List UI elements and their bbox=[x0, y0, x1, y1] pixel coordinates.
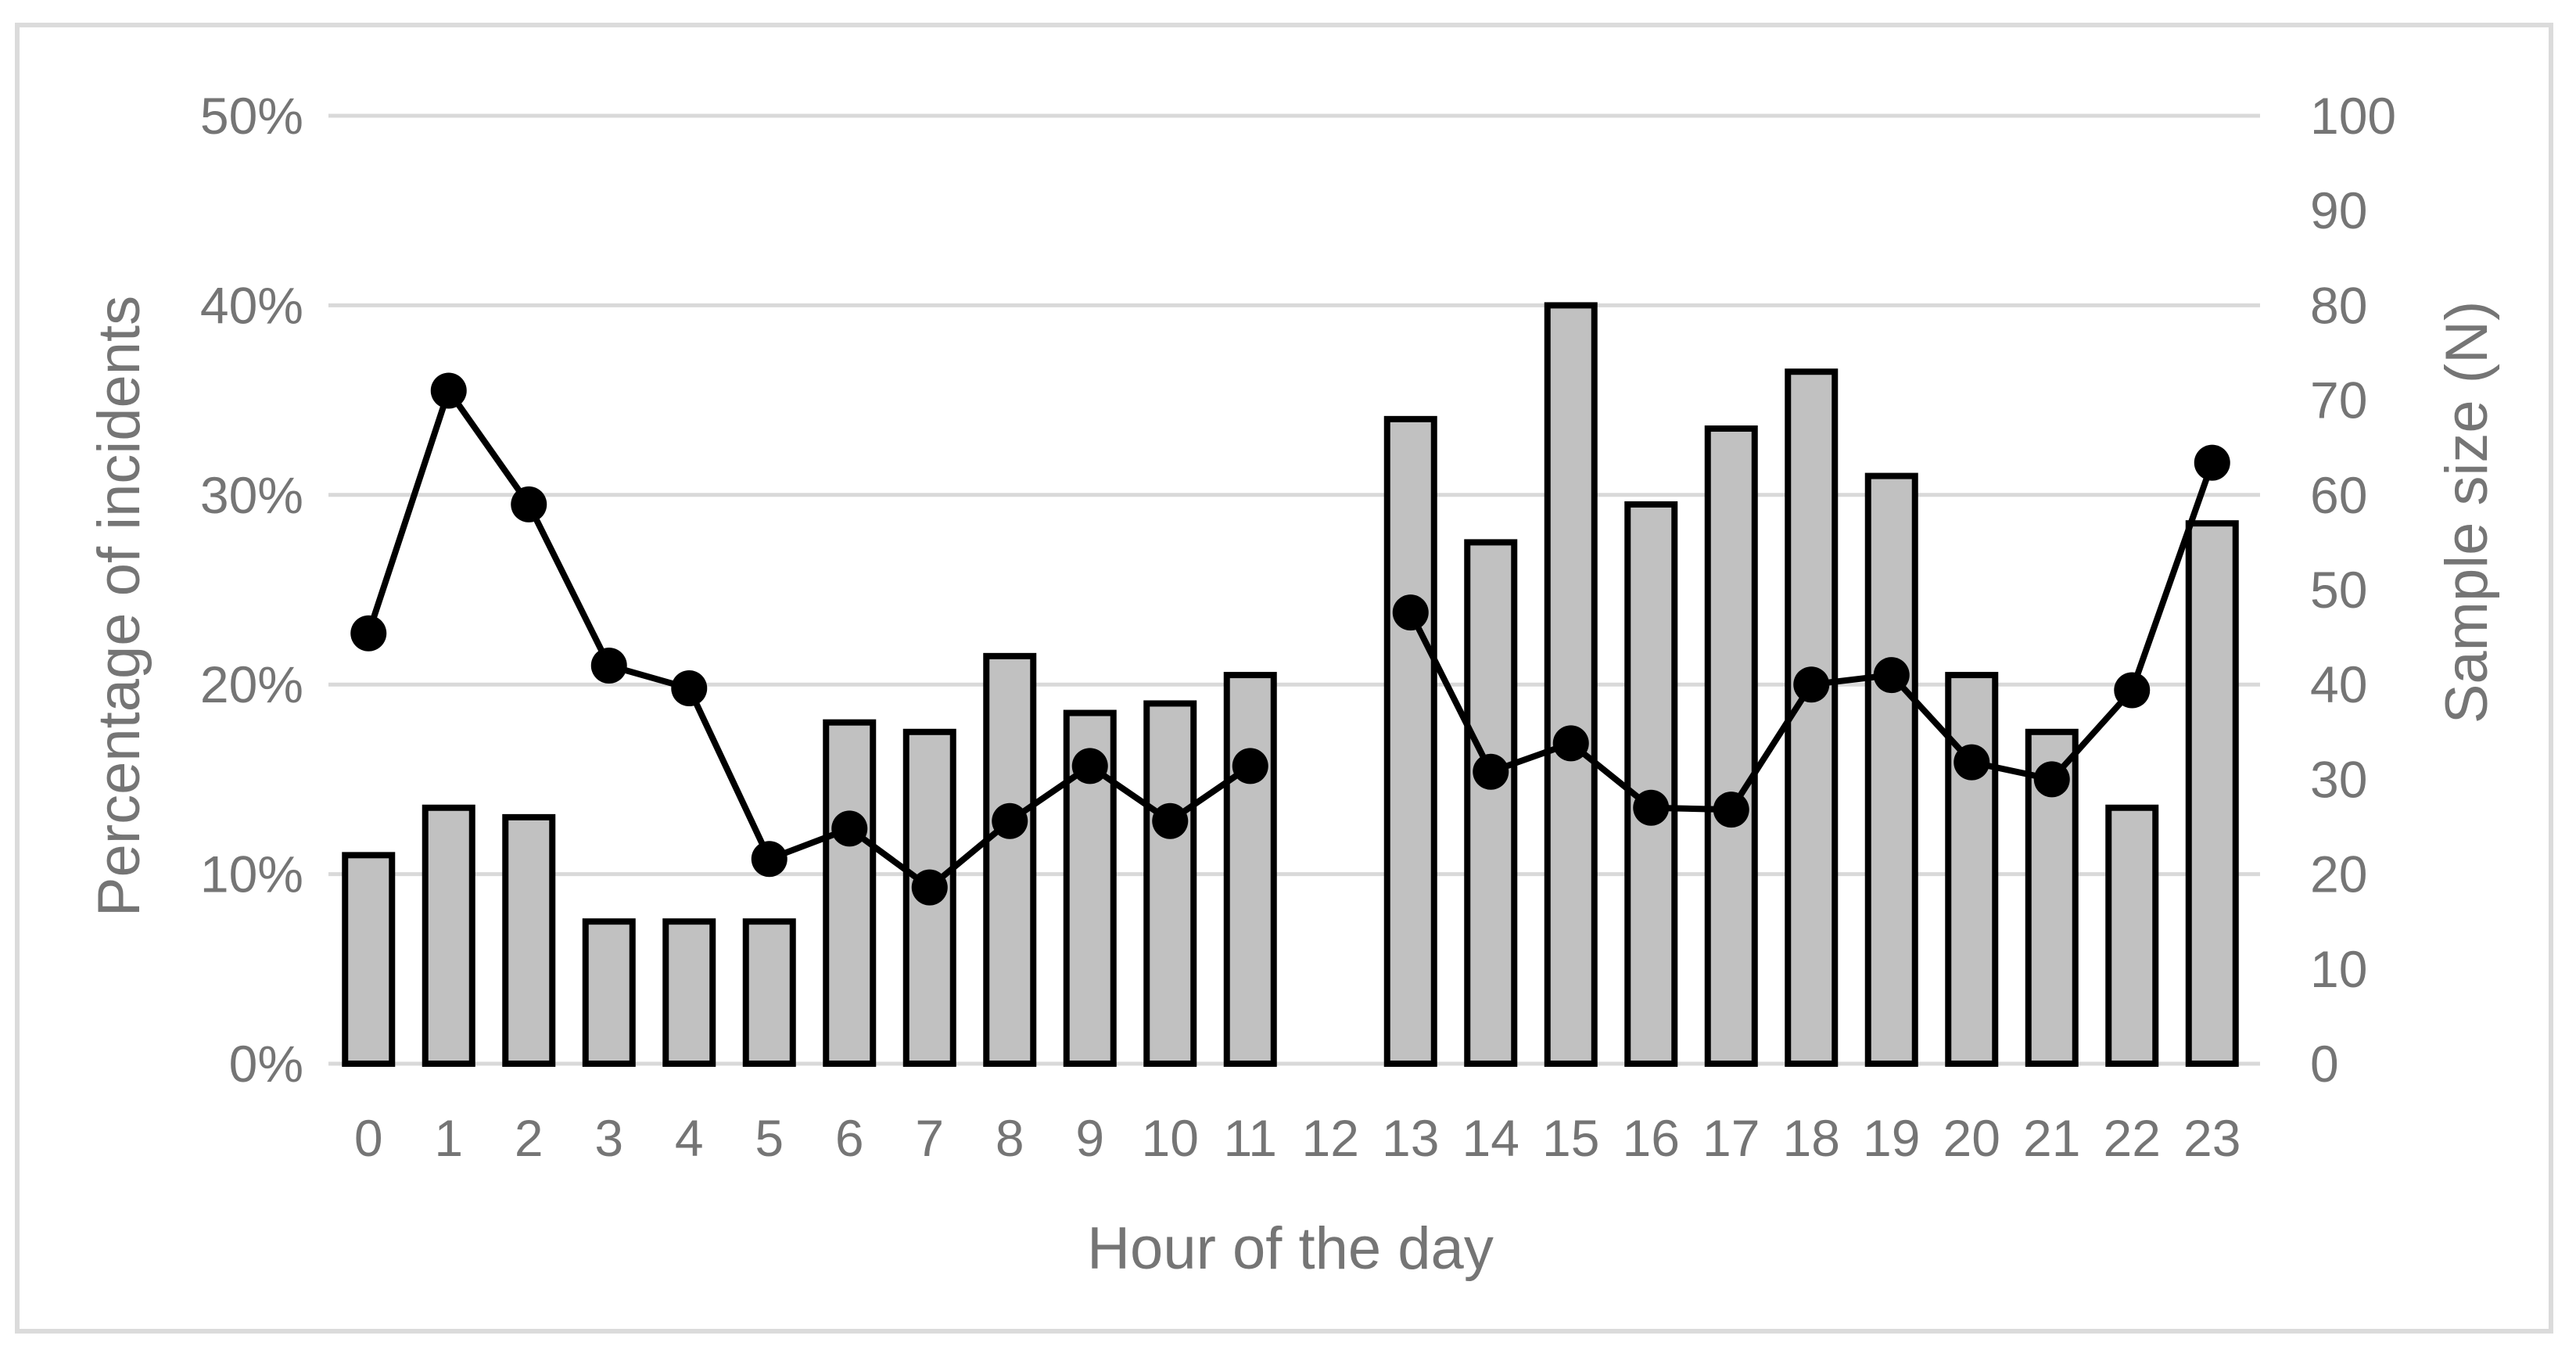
y-right-tick-90: 90 bbox=[2310, 181, 2367, 239]
y-left-tick-0%: 0% bbox=[229, 1035, 303, 1093]
x-tick-hour-1: 1 bbox=[434, 1109, 463, 1167]
bar-hour-4 bbox=[662, 918, 716, 1067]
bar-hour-15 bbox=[1544, 302, 1598, 1067]
data-point-hour-22 bbox=[2114, 672, 2151, 709]
data-point-hour-14 bbox=[1473, 753, 1509, 790]
data-point-hour-20 bbox=[1954, 744, 1990, 781]
data-point-hour-3 bbox=[590, 647, 627, 684]
y-left-tick-10%: 10% bbox=[200, 845, 303, 903]
data-point-hour-15 bbox=[1552, 725, 1589, 762]
y-left-tick-30%: 30% bbox=[200, 466, 303, 524]
x-tick-hour-5: 5 bbox=[755, 1109, 784, 1167]
x-tick-hour-2: 2 bbox=[515, 1109, 544, 1167]
x-tick-hour-12: 12 bbox=[1302, 1109, 1359, 1167]
y-right-tick-0: 0 bbox=[2310, 1035, 2339, 1093]
x-tick-hour-22: 22 bbox=[2104, 1109, 2161, 1167]
x-axis-title: Hour of the day bbox=[1087, 1215, 1494, 1282]
x-tick-hour-0: 0 bbox=[354, 1109, 383, 1167]
incident-line-segment bbox=[365, 383, 1253, 892]
x-tick-hour-11: 11 bbox=[1223, 1109, 1277, 1167]
data-point-hour-21 bbox=[2033, 761, 2070, 798]
y-axis-left-title: Percentage of incidents bbox=[86, 296, 152, 917]
bar-hour-19 bbox=[1864, 472, 1918, 1067]
line-series-group bbox=[350, 372, 2230, 906]
data-point-hour-2 bbox=[511, 486, 547, 522]
data-point-hour-7 bbox=[911, 869, 948, 906]
data-point-hour-1 bbox=[430, 372, 467, 409]
data-point-hour-16 bbox=[1633, 789, 1670, 826]
x-tick-hour-14: 14 bbox=[1462, 1109, 1519, 1167]
bar-hour-13 bbox=[1383, 415, 1437, 1067]
y-right-tick-20: 20 bbox=[2310, 845, 2367, 903]
x-tick-hour-17: 17 bbox=[1702, 1109, 1760, 1167]
x-tick-hour-4: 4 bbox=[675, 1109, 704, 1167]
x-tick-hour-21: 21 bbox=[2023, 1109, 2080, 1167]
y-right-tick-80: 80 bbox=[2310, 276, 2367, 334]
bar-hour-22 bbox=[2105, 804, 2159, 1067]
y-right-tick-70: 70 bbox=[2310, 372, 2367, 429]
bar-hour-18 bbox=[1785, 368, 1839, 1067]
bar-hour-3 bbox=[582, 918, 636, 1067]
data-point-hour-11 bbox=[1232, 748, 1268, 784]
x-tick-hour-7: 7 bbox=[915, 1109, 944, 1167]
y-left-tick-40%: 40% bbox=[200, 276, 303, 334]
bar-hour-14 bbox=[1464, 539, 1518, 1067]
x-tick-hour-23: 23 bbox=[2183, 1109, 2241, 1167]
bar-hour-0 bbox=[342, 852, 396, 1067]
data-point-hour-23 bbox=[2194, 444, 2230, 481]
bar-hour-20 bbox=[1945, 672, 1999, 1068]
bar-hour-17 bbox=[1704, 425, 1758, 1067]
x-tick-hour-8: 8 bbox=[996, 1109, 1024, 1167]
x-tick-hour-15: 15 bbox=[1542, 1109, 1599, 1167]
data-point-hour-5 bbox=[751, 841, 788, 878]
y-axis-right-tick-labels: 0 10 20 30 40 50 60 70 80 90 100 bbox=[2310, 87, 2396, 1093]
data-point-hour-10 bbox=[1152, 802, 1189, 839]
data-point-hour-6 bbox=[831, 810, 868, 847]
bar-hour-1 bbox=[422, 804, 475, 1067]
data-point-hour-9 bbox=[1071, 748, 1108, 784]
y-right-tick-40: 40 bbox=[2310, 655, 2367, 713]
x-axis-tick-labels: 0 1 2 3 4 5 6 7 8 9 10 11 12 13 14 15 16 17 18 19 20 21 22 23 bbox=[354, 1109, 2241, 1167]
data-point-hour-17 bbox=[1713, 792, 1749, 828]
x-tick-hour-9: 9 bbox=[1075, 1109, 1104, 1167]
data-point-hour-0 bbox=[350, 615, 387, 652]
data-point-hour-19 bbox=[1873, 657, 1910, 694]
bar-hour-5 bbox=[742, 918, 796, 1067]
bar-hour-23 bbox=[2185, 520, 2239, 1067]
x-tick-hour-20: 20 bbox=[1943, 1109, 2000, 1167]
data-point-hour-18 bbox=[1793, 666, 1830, 703]
x-tick-hour-18: 18 bbox=[1783, 1109, 1840, 1167]
x-tick-hour-16: 16 bbox=[1623, 1109, 1680, 1167]
x-tick-hour-19: 19 bbox=[1863, 1109, 1920, 1167]
y-left-tick-50%: 50% bbox=[200, 87, 303, 145]
bar-hour-16 bbox=[1624, 501, 1678, 1067]
y-axis-right-title: Sample size (N) bbox=[2434, 301, 2500, 724]
bar-hour-11 bbox=[1223, 672, 1277, 1068]
bar-hour-10 bbox=[1143, 700, 1197, 1067]
y-left-tick-20%: 20% bbox=[200, 655, 303, 713]
y-right-tick-50: 50 bbox=[2310, 561, 2367, 619]
x-tick-hour-13: 13 bbox=[1382, 1109, 1439, 1167]
y-right-tick-30: 30 bbox=[2310, 750, 2367, 808]
y-right-tick-10: 10 bbox=[2310, 940, 2367, 998]
chart-border bbox=[15, 23, 2553, 1334]
bar-hour-2 bbox=[502, 813, 556, 1067]
bar-hour-6 bbox=[823, 719, 877, 1067]
x-tick-hour-3: 3 bbox=[594, 1109, 623, 1167]
y-right-tick-60: 60 bbox=[2310, 466, 2367, 524]
bar-hour-8 bbox=[983, 652, 1037, 1067]
data-point-hour-8 bbox=[992, 802, 1028, 839]
gridlines-group bbox=[328, 113, 2260, 1066]
data-point-hour-4 bbox=[671, 670, 708, 707]
data-point-hour-13 bbox=[1392, 594, 1429, 631]
y-right-tick-100: 100 bbox=[2310, 87, 2396, 145]
x-tick-hour-10: 10 bbox=[1142, 1109, 1199, 1167]
x-tick-hour-6: 6 bbox=[835, 1109, 864, 1167]
y-axis-left-tick-labels: 0% 10% 20% 30% 40% 50% bbox=[200, 87, 303, 1093]
